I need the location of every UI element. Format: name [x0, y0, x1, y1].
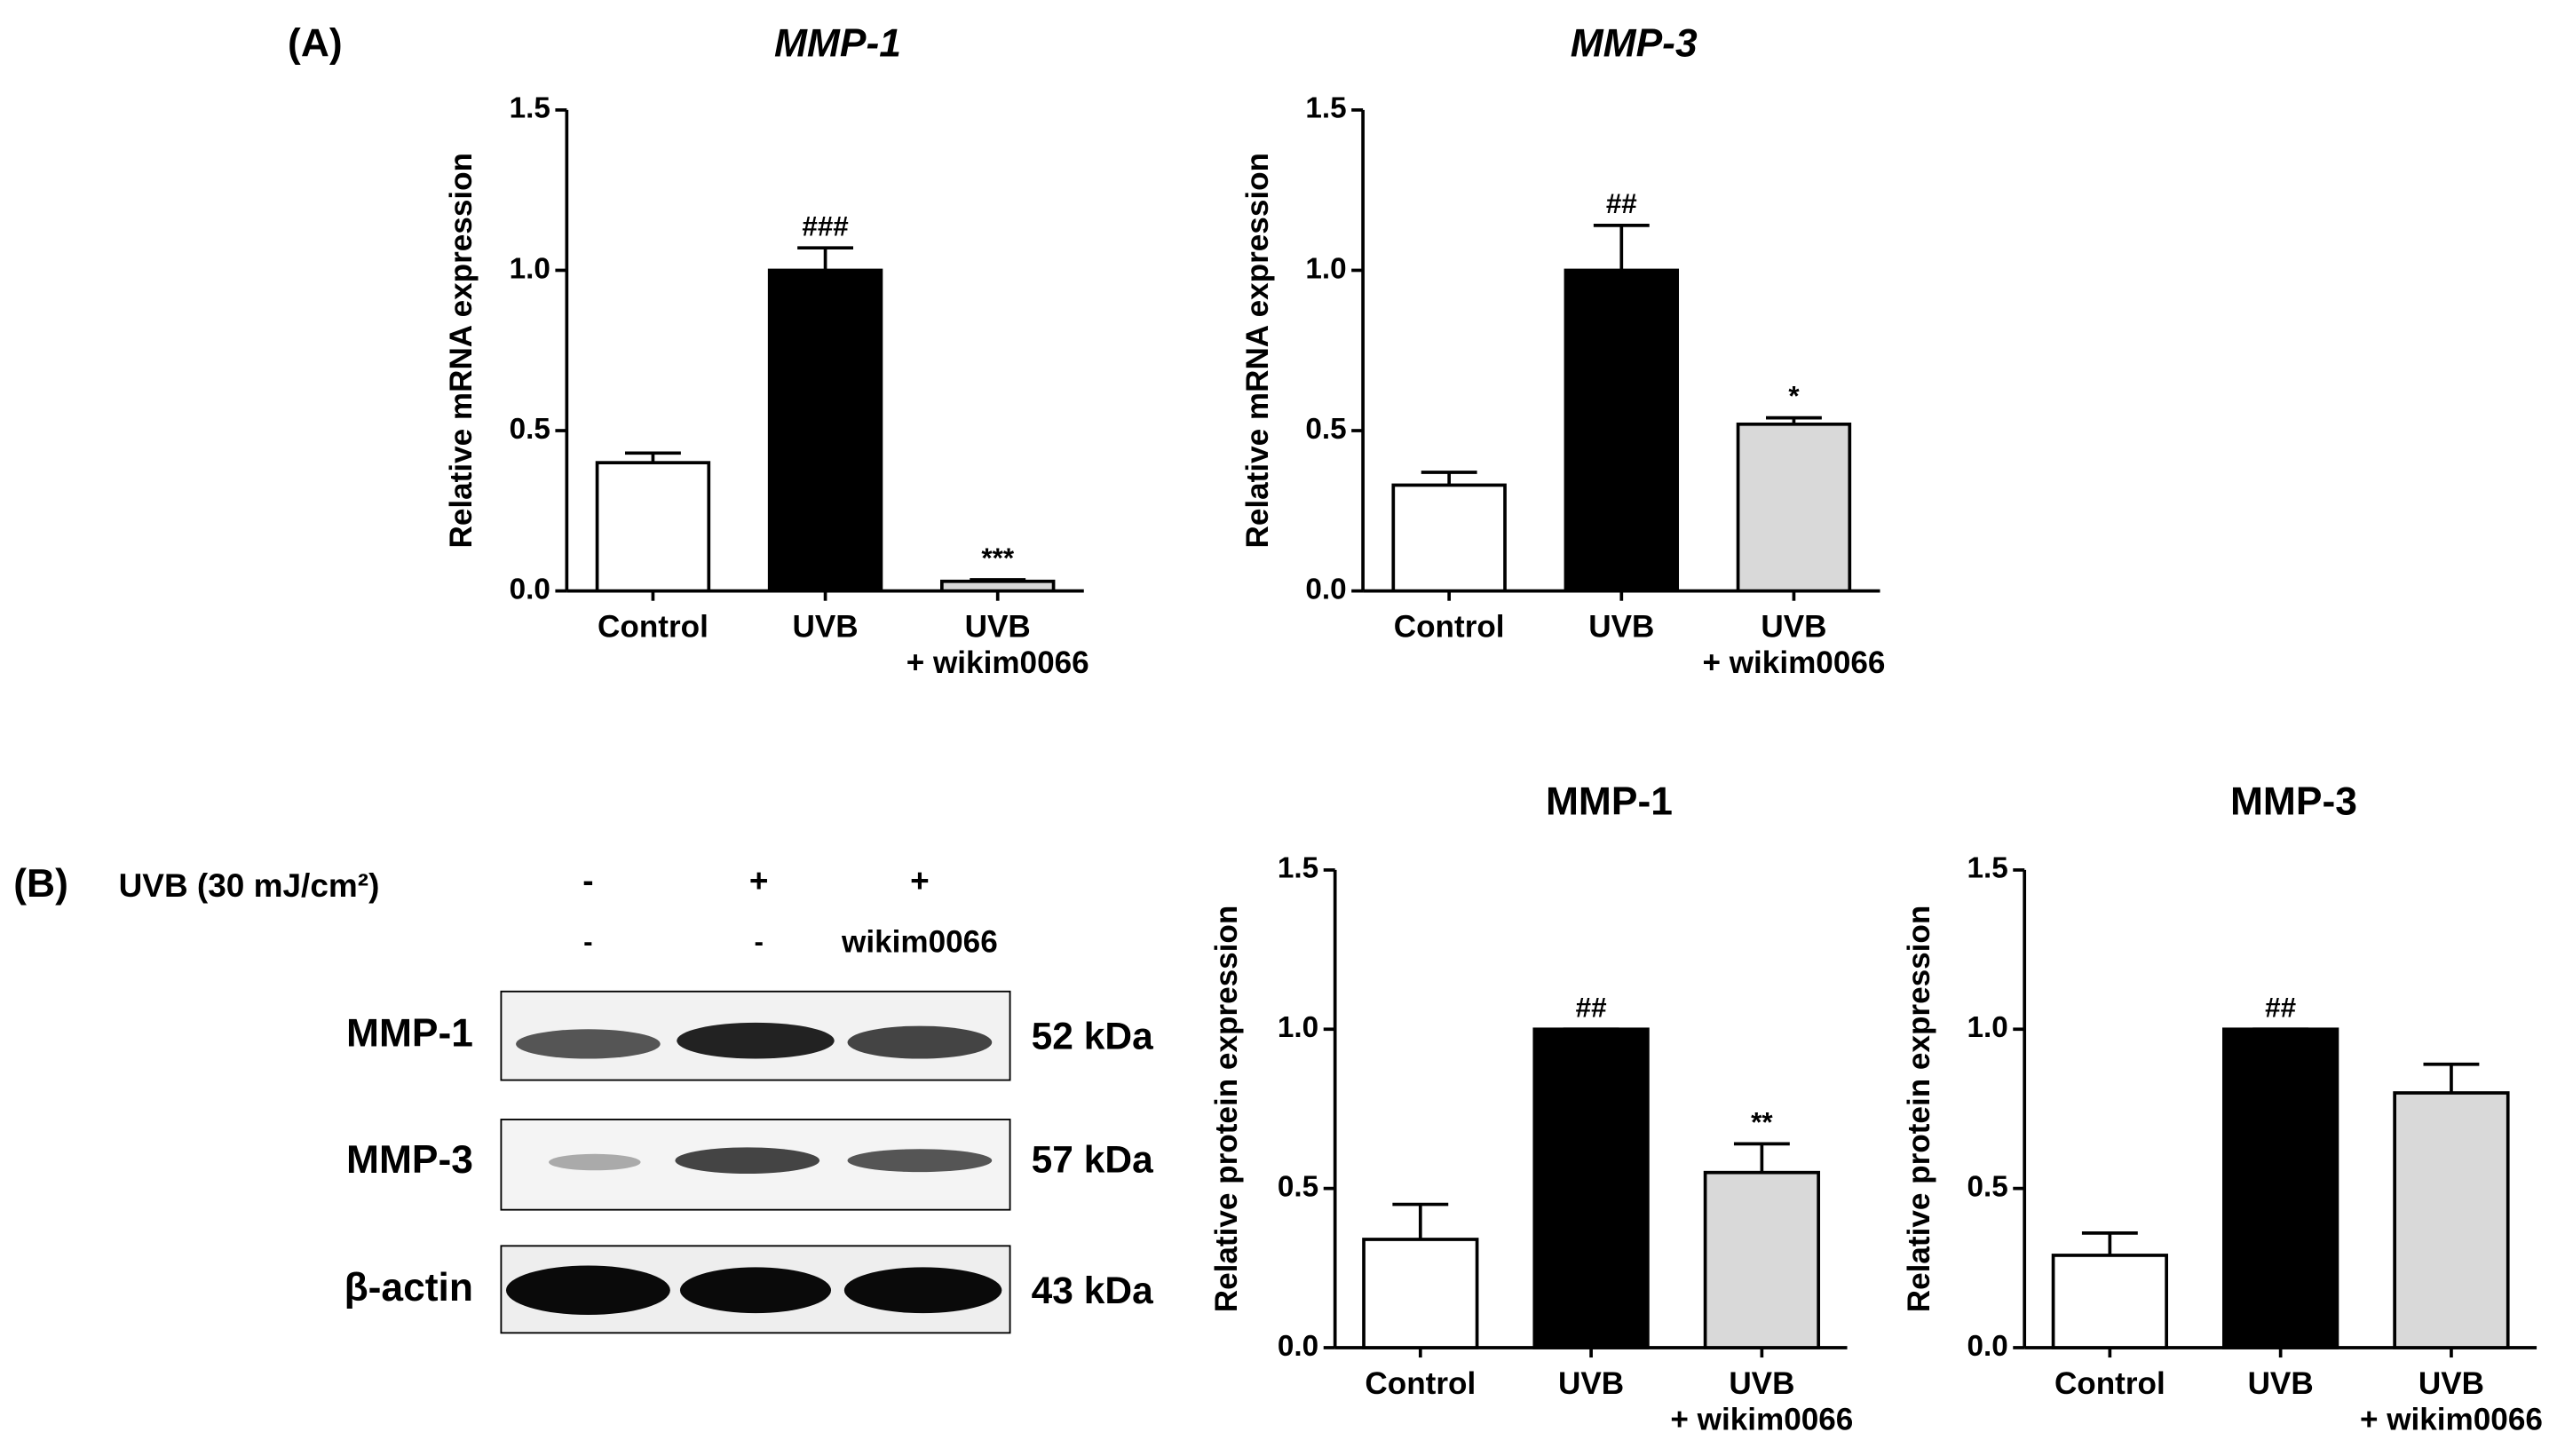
significance-label: ***	[981, 542, 1014, 574]
x-tick-label: UVB	[1558, 1366, 1624, 1401]
significance-label: ##	[2265, 992, 2296, 1023]
y-tick-label: 1.0	[1278, 1011, 1318, 1044]
band-size: 52 kDa	[1032, 1017, 1153, 1058]
y-axis-label: Relative mRNA expression	[1240, 153, 1275, 549]
significance-label: ###	[802, 210, 848, 241]
x-tick-label: UVB	[1729, 1366, 1794, 1401]
bar	[767, 268, 883, 593]
bar	[2222, 1027, 2339, 1349]
x-tick-label: UVB	[2419, 1366, 2484, 1401]
band	[843, 1267, 1002, 1314]
bar	[1564, 268, 1680, 593]
x-tick-label: Control	[1365, 1366, 1476, 1401]
chart-title: MMP-3	[1571, 21, 1698, 65]
band	[847, 1025, 993, 1059]
chart-title: MMP-1	[774, 21, 901, 65]
band-size: 57 kDa	[1032, 1139, 1153, 1181]
bar	[1362, 1238, 1479, 1349]
y-tick-label: 1.0	[1305, 252, 1346, 285]
x-tick-label: + wikim0066	[1702, 645, 1885, 680]
x-tick-label: UVB	[1761, 609, 1826, 644]
band-name: MMP-3	[346, 1138, 473, 1182]
y-axis-label: Relative protein expression	[1209, 906, 1244, 1313]
significance-label: *	[1788, 381, 1800, 412]
bar	[2051, 1254, 2168, 1349]
significance-label: ##	[1606, 188, 1637, 219]
header-cell: -	[754, 926, 763, 957]
band-name: β-actin	[344, 1266, 473, 1310]
x-tick-label: UVB	[793, 609, 859, 644]
band	[679, 1267, 832, 1314]
y-tick-label: 1.5	[1305, 92, 1346, 125]
y-tick-label: 1.0	[510, 252, 550, 285]
bar	[2393, 1091, 2510, 1349]
header-cell: +	[749, 862, 769, 898]
panel-label: (B)	[13, 862, 68, 906]
y-tick-label: 0.0	[1305, 573, 1346, 605]
band	[675, 1147, 820, 1174]
chart-title: MMP-1	[1546, 780, 1673, 824]
header-cell: -	[582, 862, 593, 898]
y-tick-label: 1.0	[1967, 1011, 2007, 1044]
y-tick-label: 0.5	[510, 413, 550, 446]
band	[516, 1029, 661, 1059]
x-tick-label: UVB	[1588, 609, 1654, 644]
bar	[1703, 1170, 1821, 1349]
y-tick-label: 0.0	[510, 573, 550, 605]
header-cell: wikim0066	[841, 924, 998, 959]
bar	[1532, 1027, 1650, 1349]
bar	[595, 461, 711, 593]
panel-label: (A)	[288, 21, 343, 65]
y-tick-label: 1.5	[1278, 852, 1318, 885]
y-axis-label: Relative protein expression	[1902, 906, 1936, 1313]
y-tick-label: 1.5	[1967, 852, 2007, 885]
blot	[500, 990, 1011, 1334]
y-tick-label: 1.5	[510, 92, 550, 125]
band	[505, 1265, 670, 1315]
y-tick-label: 0.5	[1278, 1170, 1318, 1203]
x-tick-label: UVB	[965, 609, 1031, 644]
y-tick-label: 0.5	[1305, 413, 1346, 446]
band	[677, 1022, 835, 1059]
chart-title: MMP-3	[2230, 780, 2357, 824]
y-axis-label: Relative mRNA expression	[444, 153, 479, 549]
band	[549, 1153, 641, 1171]
x-tick-label: Control	[1394, 609, 1505, 644]
significance-label: **	[1751, 1107, 1773, 1138]
x-tick-label: Control	[2054, 1366, 2165, 1401]
treatment-label: UVB (30 mJ/cm²)	[119, 867, 380, 904]
bar	[939, 579, 1056, 593]
y-tick-label: 0.5	[1967, 1170, 2007, 1203]
band	[847, 1149, 993, 1173]
y-tick-label: 0.0	[1967, 1330, 2007, 1363]
significance-label: ##	[1576, 992, 1607, 1023]
band-name: MMP-1	[346, 1011, 473, 1055]
x-tick-label: UVB	[2248, 1366, 2314, 1401]
header-cell: +	[910, 862, 930, 898]
x-tick-label: Control	[598, 609, 709, 644]
bar	[1391, 483, 1507, 593]
x-tick-label: + wikim0066	[906, 645, 1089, 680]
band-size: 43 kDa	[1032, 1270, 1153, 1312]
x-tick-label: + wikim0066	[2360, 1402, 2543, 1436]
header-cell: -	[583, 926, 592, 957]
x-tick-label: + wikim0066	[1670, 1402, 1853, 1436]
bar	[1736, 422, 1852, 593]
y-tick-label: 0.0	[1278, 1330, 1318, 1363]
